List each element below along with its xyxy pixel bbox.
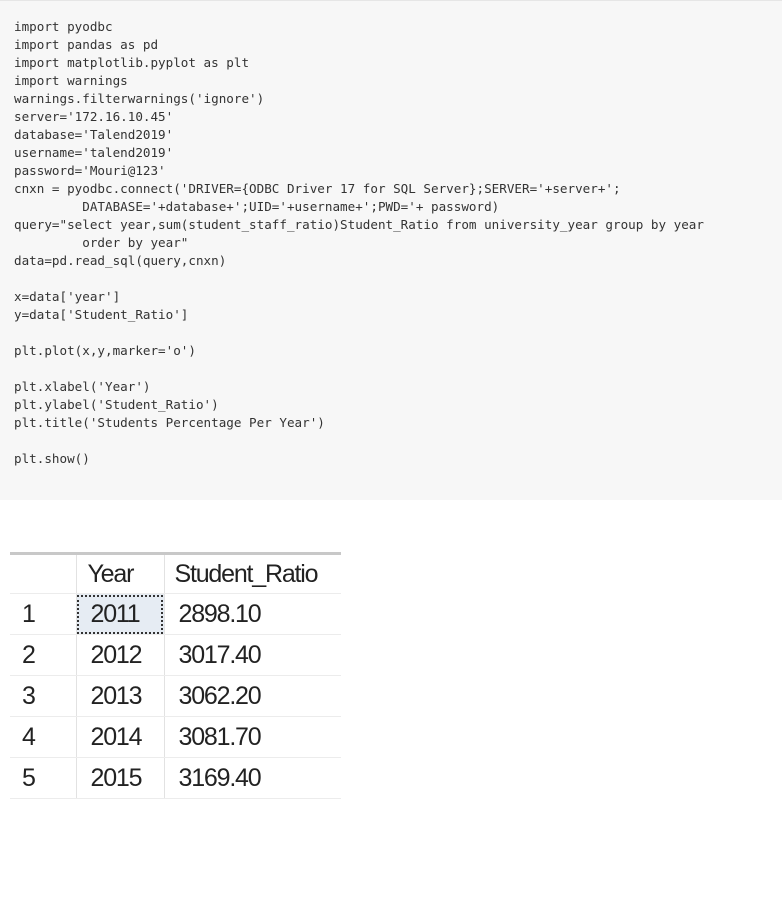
row-number: 5 xyxy=(10,757,77,799)
code-line: import warnings xyxy=(14,73,128,88)
student-ratio-cell[interactable]: 3169.40 xyxy=(164,757,341,799)
code-line: username='talend2019' xyxy=(14,145,174,160)
year-cell[interactable]: 2015 xyxy=(76,757,165,799)
code-line: password='Mouri@123' xyxy=(14,163,166,178)
code-line: plt.xlabel('Year') xyxy=(14,379,151,394)
student-ratio-cell[interactable]: 3017.40 xyxy=(164,634,341,676)
row-number-header xyxy=(10,553,77,594)
table-row[interactable]: 4 2014 3081.70 xyxy=(10,716,341,758)
code-cell[interactable]: import pyodbc import pandas as pd import m… xyxy=(0,0,782,500)
code-line: data=pd.read_sql(query,cnxn) xyxy=(14,253,227,268)
code-line: plt.show() xyxy=(14,451,90,466)
code-line: cnxn = pyodbc.connect('DRIVER={ODBC Driv… xyxy=(14,181,621,196)
row-number: 3 xyxy=(10,675,77,717)
code-line: DATABASE='+database+';UID='+username+';P… xyxy=(14,199,500,214)
table-row[interactable]: 5 2015 3169.40 xyxy=(10,757,341,799)
code-line xyxy=(14,432,704,450)
student-ratio-cell[interactable]: 2898.10 xyxy=(164,593,341,635)
year-cell[interactable]: 2013 xyxy=(76,675,165,717)
code-text[interactable]: import pyodbc import pandas as pd import m… xyxy=(14,18,704,468)
code-line: query="select year,sum(student_staff_rat… xyxy=(14,217,704,232)
code-line: import pyodbc xyxy=(14,19,113,34)
header-row: Year Student_Ratio xyxy=(10,553,341,594)
code-line: server='172.16.10.45' xyxy=(14,109,174,124)
table-row[interactable]: 3 2013 3062.20 xyxy=(10,675,341,717)
student-ratio-cell[interactable]: 3062.20 xyxy=(164,675,341,717)
column-header-year[interactable]: Year xyxy=(76,553,165,594)
code-line: plt.ylabel('Student_Ratio') xyxy=(14,397,219,412)
code-line xyxy=(14,360,704,378)
code-line: warnings.filterwarnings('ignore') xyxy=(14,91,265,106)
code-line xyxy=(14,324,704,342)
row-number: 2 xyxy=(10,634,77,676)
table-row[interactable]: 2 2012 3017.40 xyxy=(10,634,341,676)
student-ratio-cell[interactable]: 3081.70 xyxy=(164,716,341,758)
code-line: order by year" xyxy=(14,235,189,250)
code-line: plt.plot(x,y,marker='o') xyxy=(14,343,196,358)
year-cell[interactable]: 2012 xyxy=(76,634,165,676)
column-header-student-ratio[interactable]: Student_Ratio xyxy=(164,553,341,594)
year-cell[interactable]: 2011 xyxy=(76,593,165,635)
code-line: y=data['Student_Ratio'] xyxy=(14,307,189,322)
code-line: import matplotlib.pyplot as plt xyxy=(14,55,250,70)
table-row[interactable]: 1 2011 2898.10 xyxy=(10,593,341,635)
code-line: x=data['year'] xyxy=(14,289,121,304)
year-cell[interactable]: 2014 xyxy=(76,716,165,758)
code-line: plt.title('Students Percentage Per Year'… xyxy=(14,415,325,430)
row-number: 1 xyxy=(10,593,77,635)
row-number: 4 xyxy=(10,716,77,758)
results-grid: Year Student_Ratio 1 2011 2898.10 2 2012 3017… xyxy=(10,552,341,799)
code-line xyxy=(14,270,704,288)
code-line: import pandas as pd xyxy=(14,37,159,52)
code-line: database='Talend2019' xyxy=(14,127,174,142)
